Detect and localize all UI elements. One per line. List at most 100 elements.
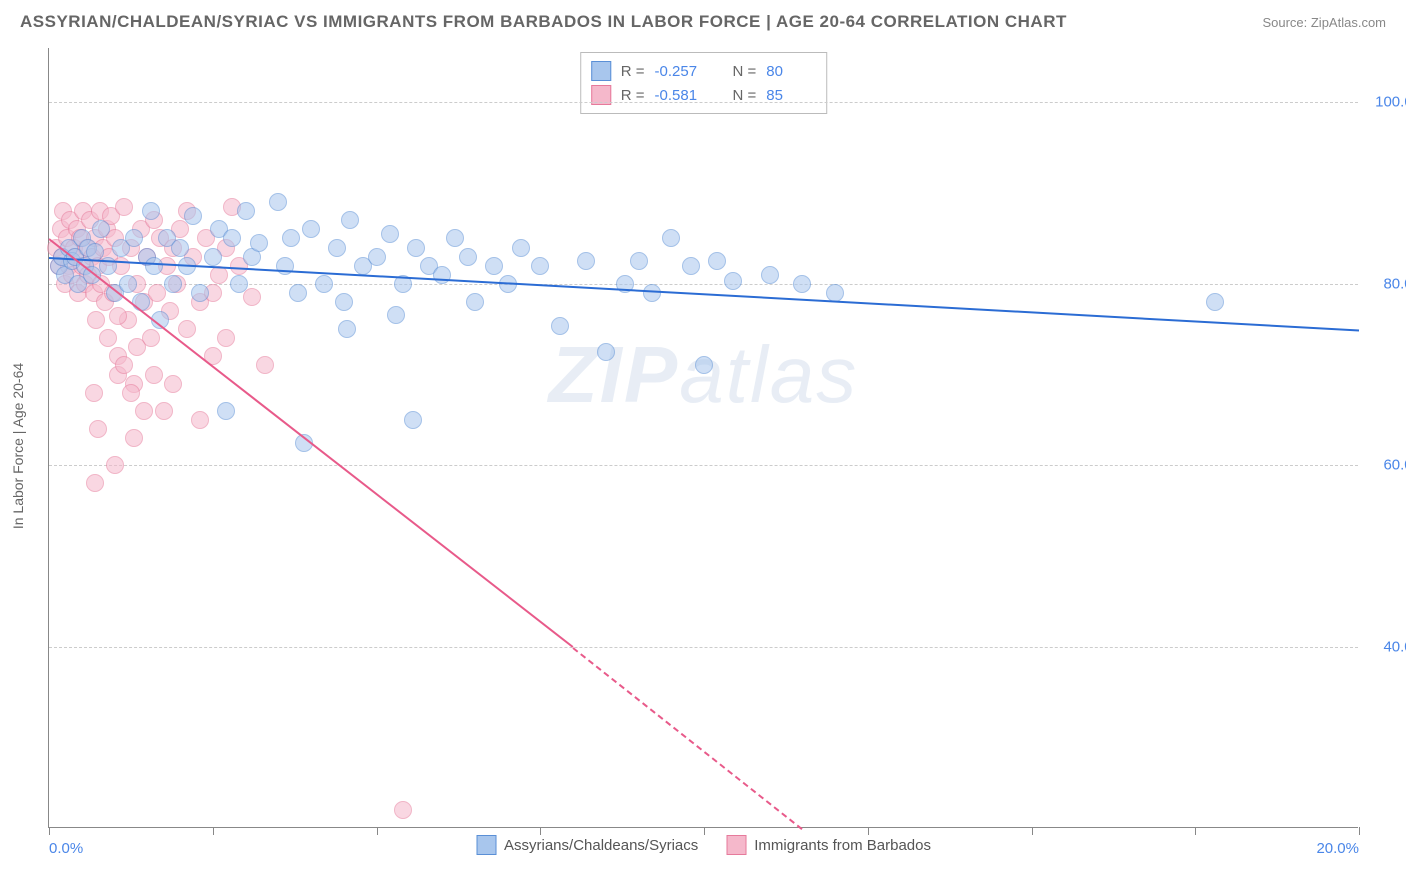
scatter-point [223,229,241,247]
r-label-2: R = [621,87,645,104]
scatter-point [86,474,104,492]
watermark: ZIPatlas [549,329,858,421]
scatter-point [826,284,844,302]
scatter-point [122,384,140,402]
gridline-h [49,102,1358,103]
scatter-point [164,375,182,393]
scatter-point [269,193,287,211]
scatter-point [793,275,811,293]
scatter-point [708,252,726,270]
xtick [377,827,378,835]
gridline-h [49,647,1358,648]
n-value-1: 80 [766,63,816,80]
gridline-h [49,465,1358,466]
legend-label-1: Assyrians/Chaldeans/Syriacs [504,837,698,854]
r-value-2: -0.581 [655,87,705,104]
legend-item-1: Assyrians/Chaldeans/Syriacs [476,835,698,855]
scatter-point [630,252,648,270]
scatter-point [217,402,235,420]
scatter-point [302,220,320,238]
scatter-point [459,248,477,266]
source-label: Source: ZipAtlas.com [1262,15,1386,30]
scatter-point [128,338,146,356]
scatter-point [109,307,127,325]
legend-swatch-2 [726,835,746,855]
ytick-label: 100.0% [1375,94,1406,111]
scatter-point [597,343,615,361]
scatter-point [115,356,133,374]
xtick [49,827,50,835]
trendline [572,647,802,830]
scatter-point [250,234,268,252]
scatter-point [381,225,399,243]
ytick-label: 40.0% [1383,638,1406,655]
scatter-point [142,202,160,220]
scatter-point [237,202,255,220]
scatter-point [407,239,425,257]
scatter-point [282,229,300,247]
xtick [540,827,541,835]
scatter-point [338,320,356,338]
scatter-point [662,229,680,247]
scatter-point [184,207,202,225]
scatter-point [1206,293,1224,311]
scatter-point [148,284,166,302]
scatter-point [335,293,353,311]
xtick [213,827,214,835]
scatter-point [155,402,173,420]
scatter-point [145,366,163,384]
stats-row-1: R = -0.257 N = 80 [591,59,817,83]
scatter-point [551,317,569,335]
chart-title: ASSYRIAN/CHALDEAN/SYRIAC VS IMMIGRANTS F… [20,12,1067,32]
stats-legend: R = -0.257 N = 80 R = -0.581 N = 85 [580,52,828,114]
title-bar: ASSYRIAN/CHALDEAN/SYRIAC VS IMMIGRANTS F… [0,0,1406,40]
r-value-1: -0.257 [655,63,705,80]
scatter-point [289,284,307,302]
scatter-point [92,220,110,238]
scatter-point [512,239,530,257]
scatter-point [256,356,274,374]
scatter-point [119,275,137,293]
scatter-point [446,229,464,247]
scatter-point [125,429,143,447]
legend-swatch-1 [476,835,496,855]
xtick [868,827,869,835]
y-axis-label: In Labor Force | Age 20-64 [10,363,26,529]
n-value-2: 85 [766,87,816,104]
scatter-point [695,356,713,374]
scatter-point [682,257,700,275]
scatter-point [191,284,209,302]
xtick [1032,827,1033,835]
scatter-point [761,266,779,284]
chart-area: ZIPatlas R = -0.257 N = 80 R = -0.581 N … [48,48,1358,828]
scatter-point [204,248,222,266]
n-label-1: N = [733,63,757,80]
n-label-2: N = [733,87,757,104]
scatter-point [485,257,503,275]
scatter-point [404,411,422,429]
scatter-point [99,329,117,347]
bottom-legend: Assyrians/Chaldeans/Syriacs Immigrants f… [476,835,931,855]
scatter-point [85,384,103,402]
scatter-point [466,293,484,311]
xtick-label: 20.0% [1316,840,1359,857]
scatter-point [135,402,153,420]
scatter-point [89,420,107,438]
scatter-point [724,272,742,290]
scatter-point [315,275,333,293]
xtick [704,827,705,835]
scatter-point [243,288,261,306]
scatter-point [115,198,133,216]
scatter-point [191,411,209,429]
scatter-point [217,329,235,347]
legend-label-2: Immigrants from Barbados [754,837,931,854]
scatter-point [230,275,248,293]
scatter-point [531,257,549,275]
xtick [1195,827,1196,835]
r-label-1: R = [621,63,645,80]
scatter-point [368,248,386,266]
legend-item-2: Immigrants from Barbados [726,835,931,855]
scatter-point [106,456,124,474]
scatter-point [125,229,143,247]
scatter-point [164,275,182,293]
